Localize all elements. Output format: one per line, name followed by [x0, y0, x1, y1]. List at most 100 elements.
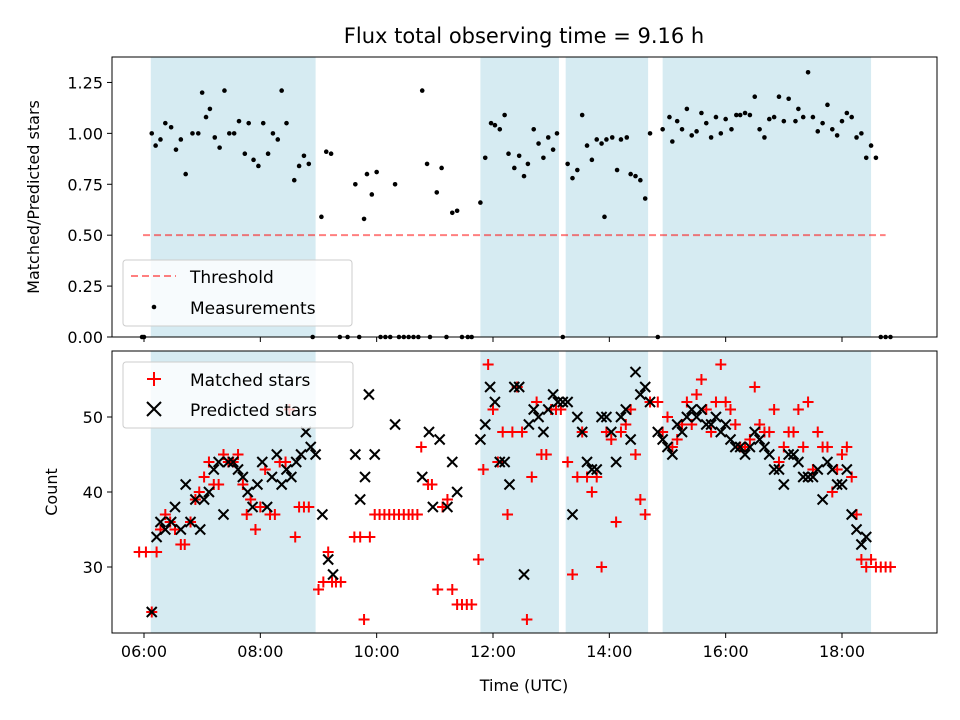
top-axes: 0.00 0.25 0.50 0.75 1.00 1.25 [67, 73, 843, 347]
measurement-point [541, 155, 546, 161]
measurement-point [222, 88, 227, 93]
y-tick-label: 0.25 [67, 277, 103, 296]
predicted-star-point [369, 448, 381, 461]
y-tick-label: 30 [83, 558, 103, 577]
measurement-point [781, 118, 787, 124]
predicted-star-point [266, 471, 278, 483]
matched-star-point [269, 509, 281, 520]
x-tick-label: 06:00 [121, 642, 167, 661]
predicted-star-point [532, 411, 545, 423]
measurement-point [279, 88, 284, 93]
measurement-point [614, 167, 620, 173]
matched-star-point [441, 494, 453, 505]
measurement-point [482, 155, 488, 161]
predicted-star-point [423, 426, 435, 438]
measurement-point [633, 173, 638, 179]
predicted-star-point [610, 456, 622, 468]
measurement-point [203, 114, 209, 120]
predicted-star-point [194, 523, 206, 536]
matched-star-point [280, 456, 292, 468]
legend-matched-swatch [147, 372, 161, 386]
predicted-star-point [446, 456, 458, 468]
measurement-point [796, 106, 801, 112]
bottom-axes: 06:00 08:00 10:00 12:00 14:00 16:00 18:00 30 40 5… [83, 408, 865, 661]
predicted-star-point [359, 471, 371, 483]
measurement-point [660, 126, 665, 132]
measurement-point [531, 126, 537, 132]
predicted-star-point [537, 426, 550, 438]
matched-star-point [322, 546, 334, 558]
measurement-point [689, 133, 695, 138]
predicted-star-point [212, 456, 225, 468]
predicted-star-point [433, 433, 446, 446]
matched-star-point [720, 396, 732, 408]
y-tick-label: 1.25 [67, 73, 103, 92]
measurement-point [439, 165, 444, 171]
predicted-star-point [184, 516, 197, 528]
predicted-star-point [729, 441, 742, 453]
predicted-star-point [316, 508, 329, 521]
predicted-star-point [787, 448, 800, 461]
matched-star-point [492, 456, 504, 468]
measurement-point [195, 131, 201, 136]
x-axis-label: Time (UTC) [479, 676, 568, 695]
matched-star-point [540, 449, 552, 460]
shaded-interval [565, 57, 649, 337]
measurement-point [810, 114, 816, 120]
matched-star-point [482, 359, 494, 370]
predicted-star-point [389, 418, 401, 431]
predicted-star-point [280, 463, 293, 476]
predicted-star-point [494, 456, 506, 468]
measurement-point [734, 112, 739, 118]
matched-star-point [506, 426, 518, 438]
measurement-point [800, 114, 806, 120]
predicted-star-point [792, 456, 805, 468]
predicted-star-point [175, 523, 187, 536]
measurement-point [729, 126, 734, 132]
measurement-point [604, 137, 609, 142]
top-measurement-points [139, 69, 893, 340]
measurement-point [246, 120, 251, 126]
predicted-star-point [208, 463, 220, 476]
measurement-point [497, 126, 503, 132]
predicted-star-point [251, 478, 264, 491]
measurement-point [667, 114, 672, 120]
measurement-point [565, 161, 570, 167]
predicted-star-point [855, 538, 868, 551]
measurement-point [364, 171, 370, 177]
measurement-point [512, 165, 517, 171]
matched-star-point [860, 561, 872, 573]
predicted-star-point [503, 478, 516, 491]
measurement-point [207, 106, 213, 112]
measurement-point [618, 137, 624, 142]
predicted-star-point [768, 463, 780, 476]
measurement-point [525, 161, 531, 167]
predicted-star-point [591, 463, 603, 476]
measurement-point [599, 141, 604, 146]
matched-star-point [249, 524, 261, 535]
matched-star-point [596, 561, 608, 573]
matched-star-point [526, 471, 538, 483]
predicted-star-point [831, 478, 843, 491]
measurement-point [723, 116, 728, 122]
matched-star-point [140, 546, 152, 558]
measurement-point [589, 157, 595, 163]
measurement-point [163, 120, 168, 126]
predicted-star-point [666, 448, 679, 461]
measurement-point [212, 135, 218, 140]
matched-star-point [335, 576, 347, 588]
predicted-star-point [581, 456, 593, 468]
predicted-star-point [719, 418, 732, 431]
predicted-star-point [290, 456, 302, 468]
matched-star-point [821, 441, 833, 453]
matched-star-point [354, 531, 366, 543]
measurement-point [815, 129, 821, 134]
predicted-star-point [763, 448, 775, 461]
predicted-star-point [295, 448, 307, 461]
shaded-interval [662, 351, 872, 633]
y-tick-label: 50 [83, 408, 103, 427]
predicted-star-point [681, 411, 693, 423]
predicted-star-point [542, 403, 554, 416]
matched-star-point [695, 374, 707, 385]
matched-star-point [729, 419, 741, 430]
